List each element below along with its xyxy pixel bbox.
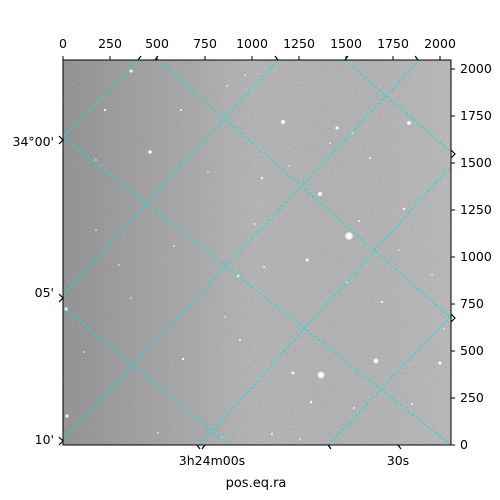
star — [352, 406, 356, 410]
top-tick-label: 0 — [59, 36, 67, 51]
star — [299, 438, 301, 440]
top-tick-label: 750 — [193, 36, 217, 51]
star — [179, 108, 183, 112]
grid-line — [157, 60, 451, 319]
top-tick-label: 1500 — [330, 36, 362, 51]
star — [224, 316, 226, 318]
star — [280, 119, 286, 125]
right-tick-label: 750 — [460, 296, 484, 311]
ra-tick-label: 3h24m00s — [179, 453, 245, 468]
right-axis — [451, 68, 455, 446]
star — [309, 400, 313, 404]
star — [380, 300, 384, 304]
star — [129, 69, 133, 73]
plot-frame — [62, 59, 452, 446]
star — [406, 120, 412, 126]
right-tick-label: 1000 — [460, 249, 492, 264]
right-tick-label: 1250 — [460, 202, 492, 217]
star — [147, 149, 153, 155]
star — [238, 338, 242, 342]
top-tick-label: 1000 — [236, 36, 268, 51]
star-field — [64, 69, 445, 440]
right-tick-label: 0 — [460, 437, 468, 452]
top-tick-label: 500 — [145, 36, 169, 51]
right-tick-label: 1500 — [460, 155, 492, 170]
ra-tick-label: 30s — [387, 453, 409, 468]
star — [65, 414, 69, 418]
star — [344, 231, 354, 241]
star — [157, 432, 159, 434]
top-tick-label: 2000 — [424, 36, 456, 51]
grid-line — [199, 165, 451, 445]
star — [260, 176, 264, 180]
star — [270, 432, 274, 436]
star — [398, 249, 400, 251]
star — [431, 274, 433, 276]
grid-line — [344, 60, 451, 153]
star — [288, 165, 290, 167]
grid-line — [63, 60, 141, 138]
right-tick-label: 250 — [460, 390, 484, 405]
star — [207, 171, 209, 173]
star — [226, 85, 228, 87]
star — [291, 371, 295, 375]
star — [103, 108, 107, 112]
star — [357, 219, 361, 223]
dec-tick-label: 05' — [35, 285, 54, 300]
star — [254, 223, 256, 225]
grid-line — [63, 306, 231, 445]
top-tick-label: 1750 — [377, 36, 409, 51]
right-tick-label: 2000 — [460, 61, 492, 76]
star — [64, 307, 68, 311]
grid-line — [63, 60, 279, 296]
dec-tick-label: 34°00' — [13, 134, 55, 149]
sky-image — [63, 60, 451, 445]
grid-line — [63, 60, 421, 441]
star — [368, 156, 372, 160]
top-tick-label: 250 — [98, 36, 122, 51]
star — [317, 191, 323, 197]
right-tick-label: 1750 — [460, 108, 492, 123]
star — [443, 328, 445, 330]
star — [410, 402, 414, 406]
star — [83, 351, 85, 353]
star — [181, 357, 185, 361]
star — [130, 297, 132, 299]
star — [118, 264, 120, 266]
star — [305, 258, 309, 262]
x-axis-label: pos.eq.ra — [226, 476, 287, 491]
grid-line — [63, 136, 451, 445]
star — [95, 159, 97, 161]
star — [262, 265, 266, 269]
dec-tick-label: 10' — [35, 432, 54, 447]
star — [244, 74, 246, 76]
top-tick-label: 1250 — [283, 36, 315, 51]
star — [402, 207, 406, 211]
right-tick-label: 500 — [460, 343, 484, 358]
star — [173, 245, 175, 247]
coordinate-grid — [63, 60, 451, 445]
star — [329, 142, 331, 144]
star — [335, 126, 339, 130]
star — [317, 371, 325, 379]
wcs-ticks — [58, 55, 456, 450]
star — [95, 229, 97, 231]
star — [373, 358, 379, 364]
star — [438, 361, 442, 365]
top-axis — [62, 56, 441, 60]
